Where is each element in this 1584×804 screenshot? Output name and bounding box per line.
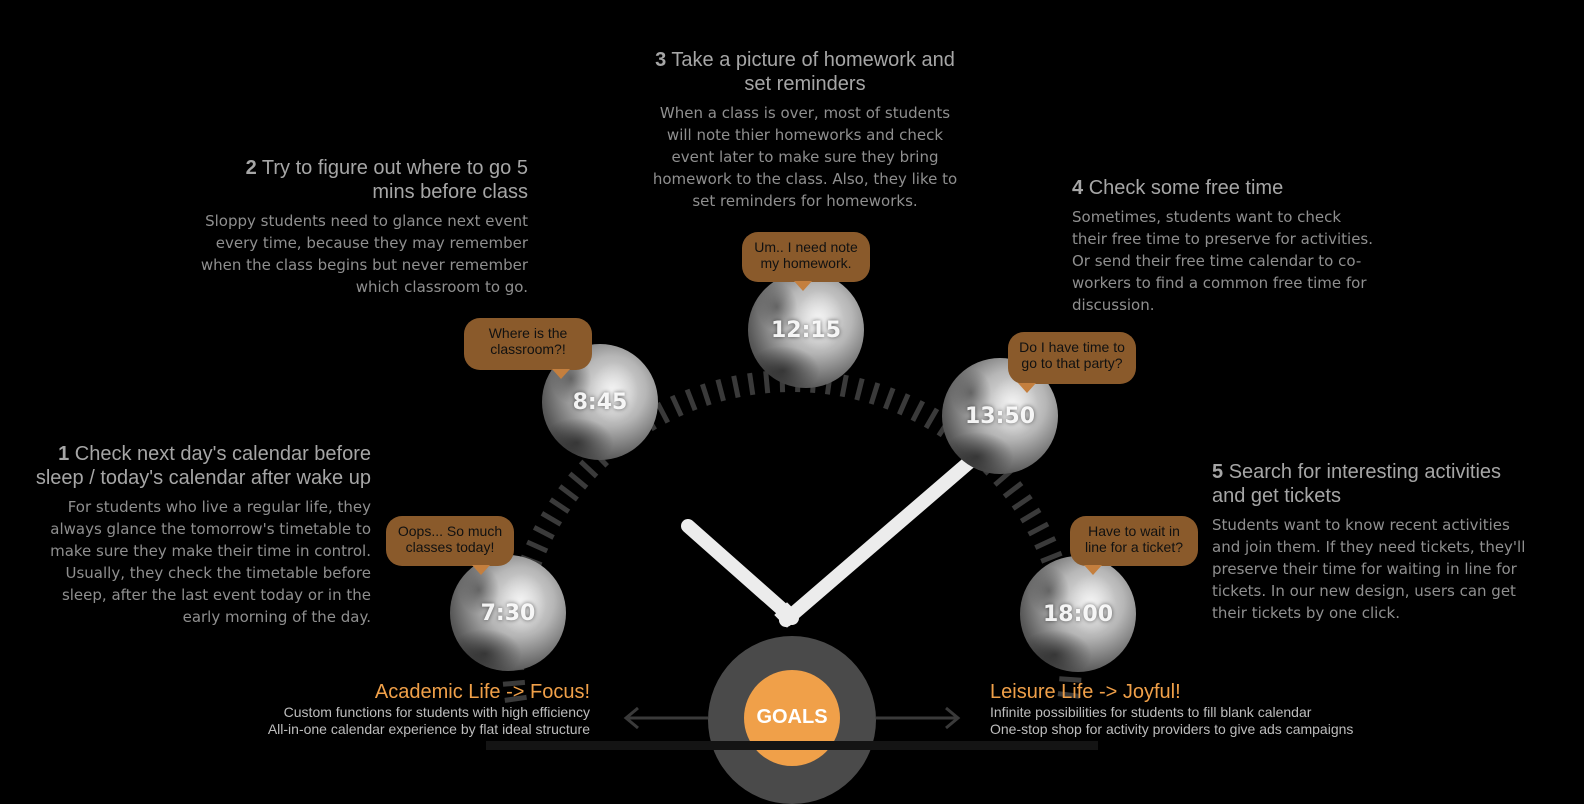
moment-photo-730: 7:30 [450, 555, 566, 671]
speech-bubble-1800: Have to wait in line for a ticket? [1070, 516, 1198, 566]
step-3-title-text: Take a picture of homework and set remin… [671, 49, 955, 95]
clock-tick [702, 384, 709, 405]
step-4-number: 4 [1072, 177, 1083, 199]
step-1: 1 Check next day's calendar before sleep… [30, 442, 371, 628]
goals-label: GOALS [756, 706, 827, 729]
step-2-title: 2 Try to figure out where to go 5 mins b… [200, 156, 528, 204]
clock-tick [658, 403, 668, 423]
speech-bubble-730: Oops... So much classes today! [386, 516, 514, 566]
clock-tick [913, 401, 923, 421]
clock-tick [1035, 538, 1055, 547]
speech-bubble-tail [472, 565, 490, 575]
clock-tick [534, 527, 554, 537]
base-bar [486, 741, 1098, 750]
speech-bubble-tail [1018, 383, 1036, 393]
step-4-body: Sometimes, students want to check their … [1072, 206, 1376, 316]
step-2: 2 Try to figure out where to go 5 mins b… [200, 156, 528, 298]
clock-tick [1021, 510, 1040, 521]
clock-tick [1029, 524, 1049, 534]
clock-tick [1013, 496, 1031, 508]
step-1-body: For students who live a regular life, th… [30, 496, 371, 628]
step-3-number: 3 [655, 49, 666, 71]
step-1-title: 1 Check next day's calendar before sleep… [30, 442, 371, 490]
step-3: 3 Take a picture of homework and set rem… [652, 48, 958, 212]
clock-tick [718, 380, 724, 401]
step-5: 5 Search for interesting activities and … [1212, 460, 1534, 624]
clock-tick [551, 500, 569, 512]
speech-bubble-1350: Do I have time to go to that party? [1008, 332, 1136, 384]
step-1-number: 1 [58, 443, 69, 465]
speech-bubble-tail [1084, 565, 1102, 575]
clock-tick [672, 396, 681, 416]
moment-time: 18:00 [1043, 602, 1113, 627]
clock-tick [560, 486, 578, 499]
step-5-title-text: Search for interesting activities and ge… [1212, 461, 1501, 507]
speech-bubble-text: Where is the classroom?! [489, 325, 568, 357]
clock-tick [926, 409, 937, 428]
step-4: 4 Check some free time Sometimes, studen… [1072, 176, 1376, 316]
speech-bubble-text: Um.. I need note my homework. [754, 239, 858, 271]
clock-tick [542, 513, 561, 524]
clock-tick [570, 474, 587, 488]
moment-time: 7:30 [481, 601, 536, 626]
clock-tick [1004, 483, 1022, 496]
academic-life-line: All-in-one calendar experience by flat i… [200, 721, 590, 738]
clock-tick [899, 394, 908, 414]
step-2-body: Sloppy students need to glance next even… [200, 210, 528, 298]
clock-tick [734, 376, 738, 398]
goals-button[interactable]: GOALS [744, 670, 840, 766]
step-1-title-text: Check next day's calendar before sleep /… [36, 443, 371, 489]
speech-bubble-text: Do I have time to go to that party? [1019, 339, 1125, 371]
step-4-title-text: Check some free time [1089, 177, 1284, 199]
academic-life: Academic Life -> Focus! Custom functions… [200, 680, 590, 738]
leisure-life-line: Infinite possibilities for students to f… [990, 704, 1410, 721]
academic-life-heading: Academic Life -> Focus! [200, 680, 590, 704]
step-5-number: 5 [1212, 461, 1223, 483]
clock-tick [581, 462, 597, 477]
clock-tick [871, 383, 878, 404]
step-5-title: 5 Search for interesting activities and … [1212, 460, 1534, 508]
speech-bubble-tail [794, 281, 812, 291]
clock-hand-hour [688, 526, 792, 618]
step-5-body: Students want to know recent activities … [1212, 514, 1534, 624]
moment-photo-1800: 18:00 [1020, 556, 1136, 672]
leisure-life-heading: Leisure Life -> Joyful! [990, 680, 1410, 704]
speech-bubble-text: Have to wait in line for a ticket? [1085, 523, 1183, 555]
step-2-title-text: Try to figure out where to go 5 mins bef… [262, 157, 528, 203]
speech-bubble-tail [552, 369, 570, 379]
step-3-title: 3 Take a picture of homework and set rem… [652, 48, 958, 96]
academic-life-line: Custom functions for students with high … [200, 704, 590, 721]
leisure-life: Leisure Life -> Joyful! Infinite possibi… [990, 680, 1410, 738]
speech-bubble-845: Where is the classroom?! [464, 318, 592, 370]
clock-tick [687, 390, 695, 411]
leisure-life-line: One-stop shop for activity providers to … [990, 721, 1410, 738]
speech-bubble-1215: Um.. I need note my homework. [742, 232, 870, 282]
moment-time: 13:50 [965, 404, 1035, 429]
step-3-body: When a class is over, most of students w… [652, 102, 958, 212]
speech-bubble-text: Oops... So much classes today! [398, 523, 502, 555]
step-2-number: 2 [246, 157, 257, 179]
step-4-title: 4 Check some free time [1072, 176, 1376, 200]
clock-tick [527, 542, 547, 551]
clock-tick [885, 388, 893, 409]
moment-time: 8:45 [573, 390, 628, 415]
moment-time: 12:15 [771, 318, 841, 343]
